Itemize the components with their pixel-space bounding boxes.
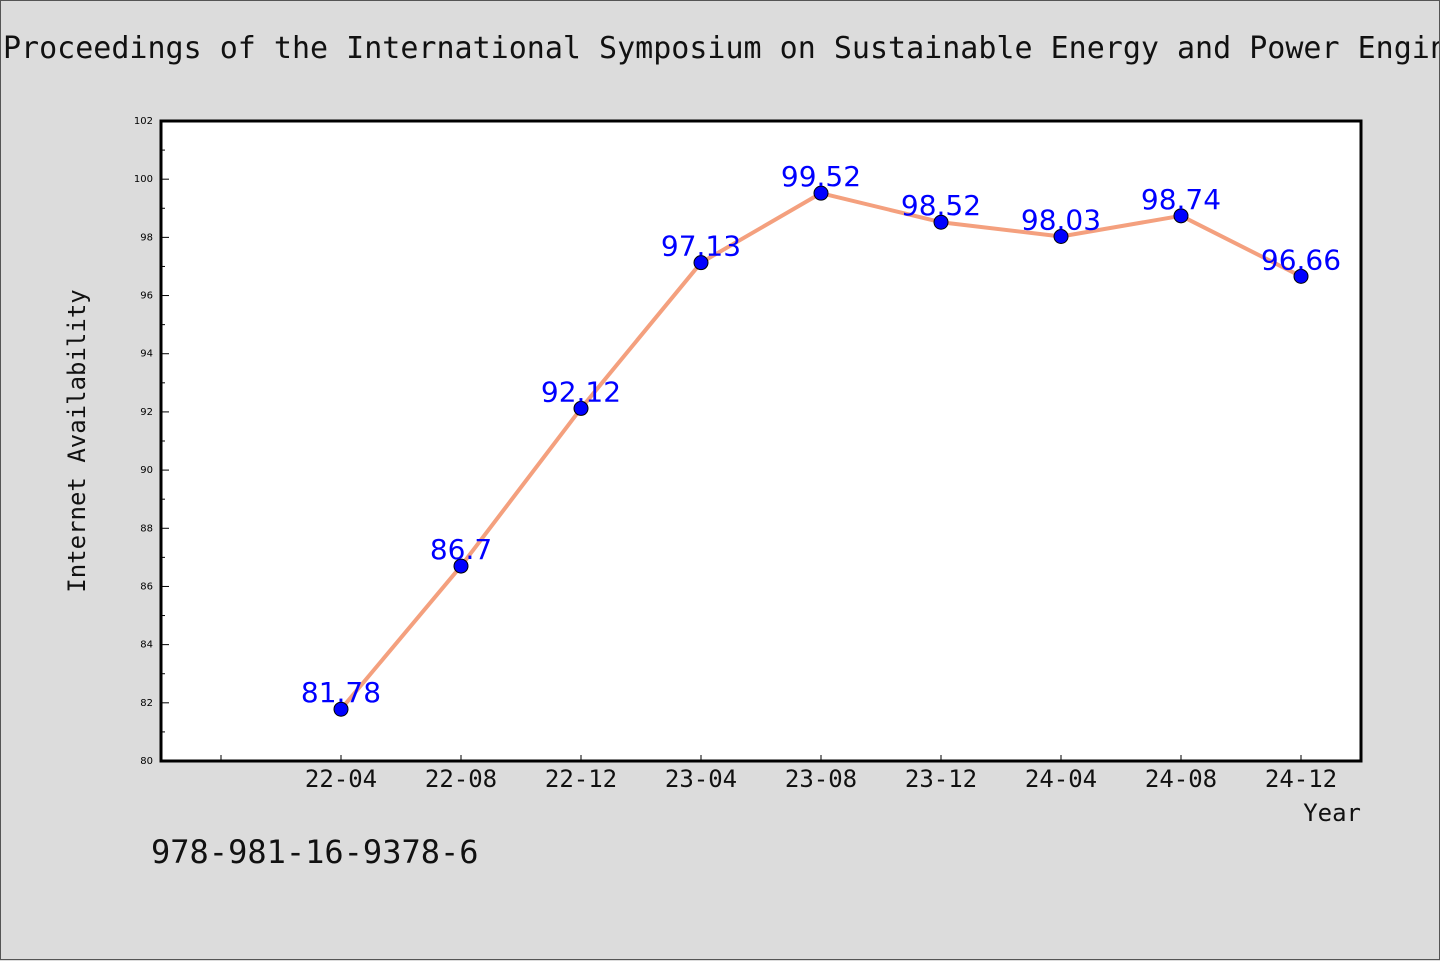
y-tick-label: 98	[140, 232, 153, 243]
data-point	[813, 185, 829, 201]
data-label: 97.13	[661, 230, 741, 263]
data-label: 96.66	[1261, 243, 1341, 276]
data-point	[333, 701, 349, 717]
data-label: 99.52	[781, 160, 861, 193]
data-label: 98.74	[1141, 183, 1221, 216]
y-tick-label: 80	[140, 756, 153, 767]
data-label: 86.7	[430, 533, 492, 566]
y-tick-label: 96	[140, 291, 153, 302]
x-tick-label: 22-12	[545, 765, 617, 793]
y-tick-label: 100	[134, 174, 153, 185]
y-tick-label: 90	[140, 465, 153, 476]
isbn-label: 978-981-16-9378-6	[151, 833, 479, 871]
x-tick-label: 23-04	[665, 765, 737, 793]
y-tick-label: 82	[140, 698, 153, 709]
page-title: Proceedings of the International Symposi…	[3, 31, 1439, 66]
data-point	[1053, 228, 1069, 244]
x-tick-label: 24-08	[1145, 765, 1217, 793]
y-tick-label: 102	[134, 116, 153, 127]
y-tick-label: 86	[140, 581, 153, 592]
x-tick-label: 23-12	[905, 765, 977, 793]
x-tick-label: 22-08	[425, 765, 497, 793]
data-point	[693, 255, 709, 271]
x-tick-label: 24-04	[1025, 765, 1097, 793]
data-label: 92.12	[541, 375, 621, 408]
data-label: 98.03	[1021, 203, 1101, 236]
data-label: 81.78	[301, 676, 381, 709]
data-point	[933, 214, 949, 230]
data-point	[573, 400, 589, 416]
x-tick-label: 24-12	[1265, 765, 1337, 793]
data-label: 98.52	[901, 189, 981, 222]
data-point	[1173, 208, 1189, 224]
x-tick-label: 22-04	[305, 765, 377, 793]
x-tick-label: 23-08	[785, 765, 857, 793]
x-axis-label: Year	[1303, 799, 1361, 827]
y-tick-label: 92	[140, 407, 153, 418]
data-point	[453, 558, 469, 574]
y-axis-label: Internet Availability	[63, 289, 91, 592]
data-point	[1293, 268, 1309, 284]
y-tick-label: 94	[140, 349, 153, 360]
y-tick-label: 88	[140, 523, 153, 534]
y-tick-label: 84	[140, 640, 153, 651]
